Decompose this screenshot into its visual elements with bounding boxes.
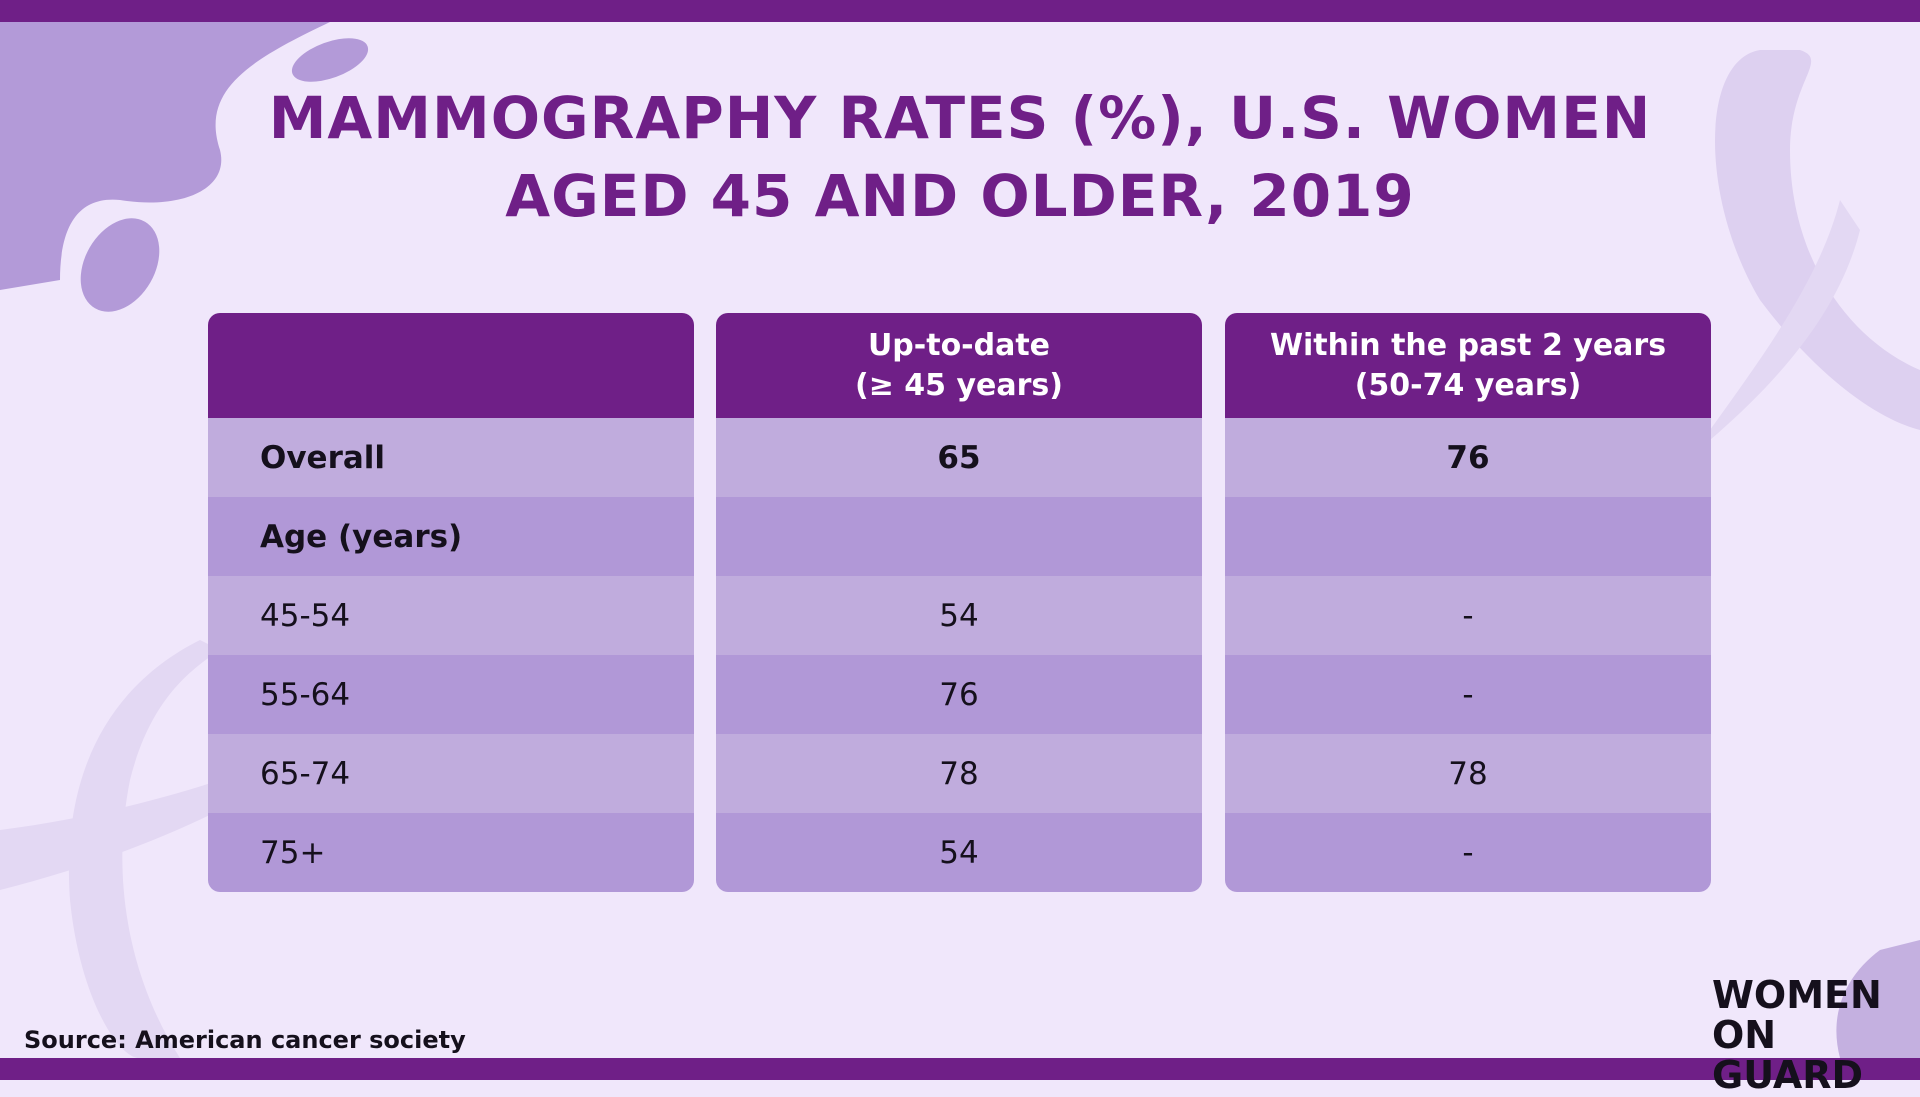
cell-value: 54 xyxy=(716,813,1202,892)
title-line: MAMMOGRAPHY RATES (%), U.S. WOMEN xyxy=(268,84,1652,152)
top-bar xyxy=(0,0,1920,22)
blob xyxy=(1836,940,1920,1058)
column-header: Within the past 2 years (50-74 years) xyxy=(1225,313,1711,418)
blob xyxy=(80,218,160,312)
ribbon xyxy=(1710,200,1860,440)
blob xyxy=(291,38,369,82)
empty-cell xyxy=(1225,497,1711,576)
title-line: AGED 45 AND OLDER, 2019 xyxy=(505,162,1415,230)
table-column: Within the past 2 years (50-74 years) 76- -… xyxy=(1225,313,1711,892)
header-line: Up-to-date xyxy=(867,327,1051,363)
ribbon xyxy=(1715,50,1920,430)
row-label: 45-54 xyxy=(208,576,694,655)
source: Source: American cancer society xyxy=(24,1026,466,1054)
row-label: 75+ xyxy=(208,813,694,892)
cell-value: 78 xyxy=(1225,734,1711,813)
cell-value: - xyxy=(1225,576,1711,655)
logo-line: WOMEN xyxy=(1712,973,1882,1017)
column-header xyxy=(208,313,694,418)
cell-value: - xyxy=(1225,813,1711,892)
header-line: (50-74 years) xyxy=(1354,367,1582,403)
cell-value: 54 xyxy=(716,576,1202,655)
row-label: 55-64 xyxy=(208,655,694,734)
cell-value: 65 xyxy=(716,418,1202,497)
empty-cell xyxy=(716,497,1202,576)
ribbon xyxy=(68,640,220,1059)
table-column: Up-to-date (≥ 45 years) 65 54 76 78 54 xyxy=(716,313,1202,892)
header-line: Within the past 2 years xyxy=(1269,327,1667,363)
bottom-bar xyxy=(0,1058,1920,1080)
cell-value: - xyxy=(1225,655,1711,734)
table-column: Overall Age (years) 45-54 55-64 65-74 75+ xyxy=(208,313,694,892)
ribbon xyxy=(0,780,220,890)
logo: WOMEN ON GUARD xyxy=(1712,975,1920,1095)
row-label: 65-74 xyxy=(208,734,694,813)
cell-value: 76 xyxy=(716,655,1202,734)
cell-value: 78 xyxy=(716,734,1202,813)
row-label: Age (years) xyxy=(208,497,694,576)
logo-line: ON GUARD xyxy=(1712,1013,1864,1097)
header-line: (≥ 45 years) xyxy=(855,367,1063,403)
column-header: Up-to-date (≥ 45 years) xyxy=(716,313,1202,418)
cell-value: 76 xyxy=(1225,418,1711,497)
row-label: Overall xyxy=(208,418,694,497)
blob xyxy=(0,22,330,290)
